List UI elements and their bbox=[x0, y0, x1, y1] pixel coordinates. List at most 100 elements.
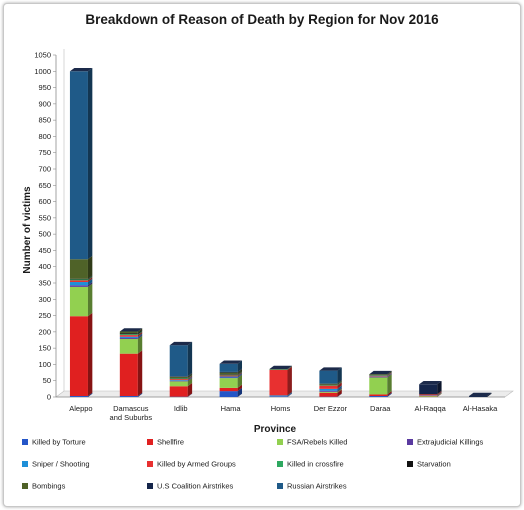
bar-segment-side bbox=[87, 277, 93, 283]
x-axis-label: Province bbox=[254, 424, 297, 435]
bar-segment bbox=[269, 395, 288, 397]
category-label: Homs bbox=[271, 404, 291, 413]
bar-segment-side bbox=[337, 387, 342, 392]
bar-segment bbox=[319, 384, 338, 386]
chart-axes: 0 50 100 150 200 250 300 350 400 450 500 550 600 650 7… bbox=[34, 49, 514, 402]
bar-segment bbox=[169, 386, 188, 397]
y-tick-label: 750 bbox=[38, 148, 51, 157]
bar-segment bbox=[319, 388, 338, 391]
y-tick-label: 500 bbox=[38, 230, 51, 239]
legend-label: Bombings bbox=[32, 481, 66, 491]
bar-segment-side bbox=[237, 360, 243, 372]
bar-segment bbox=[119, 334, 138, 336]
bar-segment-side bbox=[387, 374, 392, 395]
y-tick-label: 850 bbox=[38, 116, 51, 125]
bar-segment-side bbox=[337, 381, 342, 386]
bar-segment-side bbox=[387, 391, 392, 397]
bar-segment-side bbox=[237, 372, 243, 377]
bar-segment-side bbox=[437, 380, 442, 395]
bar-segment-side bbox=[137, 331, 143, 337]
bar-segment bbox=[319, 392, 338, 397]
bar-segment bbox=[119, 339, 138, 354]
bar-segment-side bbox=[287, 366, 292, 370]
bar-segment bbox=[69, 282, 88, 286]
bar-segment-side bbox=[287, 393, 292, 397]
bar-segment bbox=[419, 396, 438, 397]
y-tick-label: 600 bbox=[38, 197, 51, 206]
legend-label: Russian Airstrikes bbox=[287, 481, 347, 491]
y-tick-label: 100 bbox=[38, 360, 51, 369]
bar-segment-side bbox=[437, 392, 442, 396]
category-label: Daraa bbox=[370, 404, 391, 413]
category-label: Der Ezzor bbox=[314, 404, 348, 413]
bar-segment bbox=[69, 396, 88, 397]
bar-segment bbox=[69, 286, 88, 317]
legend-item: Killed by Armed Groups bbox=[147, 459, 236, 469]
y-tick-label: 200 bbox=[38, 327, 51, 336]
y-tick-label: 1050 bbox=[34, 51, 51, 60]
bar-segment bbox=[219, 376, 238, 378]
y-tick-label: 350 bbox=[38, 279, 51, 288]
legend-item: Killed in crossfire bbox=[277, 459, 344, 469]
bar-segment-side bbox=[187, 393, 193, 397]
y-axis-label: Number of victims bbox=[22, 186, 33, 274]
bar-segment bbox=[419, 394, 438, 396]
bar-segment-side bbox=[337, 380, 342, 385]
bar-segment-side bbox=[487, 392, 492, 397]
bar-segment bbox=[69, 278, 88, 280]
legend-label: Killed by Torture bbox=[32, 437, 86, 447]
bar-segment-side bbox=[87, 278, 93, 286]
y-tick-label: 800 bbox=[38, 132, 51, 141]
bar-segment bbox=[369, 375, 388, 377]
legend-item: Bombings bbox=[22, 481, 65, 491]
legend-label: Shellfire bbox=[157, 437, 185, 447]
bar-segment bbox=[169, 380, 188, 382]
chart-title: Breakdown of Reason of Death by Region f… bbox=[85, 12, 439, 27]
bar-segment-side bbox=[387, 372, 392, 376]
legend-swatch bbox=[22, 439, 28, 446]
legend-swatch bbox=[147, 439, 153, 446]
bar-segment bbox=[219, 363, 238, 372]
bar-segment-side bbox=[337, 382, 342, 389]
bar-segment-side bbox=[287, 366, 292, 370]
bar-segment-side bbox=[87, 255, 93, 279]
bar-segment bbox=[319, 391, 338, 393]
bar-segment bbox=[219, 374, 238, 375]
legend-item: Extrajudicial Killings bbox=[407, 437, 483, 447]
bar-segment bbox=[319, 385, 338, 389]
bar-segment bbox=[169, 345, 188, 377]
bar-segment-side bbox=[437, 392, 442, 397]
bar-top bbox=[369, 370, 392, 375]
bar-segment-side bbox=[287, 392, 292, 397]
bar-segment-side bbox=[437, 392, 442, 397]
bar-segment-side bbox=[187, 341, 193, 377]
bar-segment-side bbox=[87, 276, 93, 281]
y-tick-label: 650 bbox=[38, 181, 51, 190]
legend-label: Extrajudicial Killings bbox=[417, 437, 484, 447]
category-label: Idlib bbox=[174, 404, 188, 413]
bar-segment-side bbox=[137, 329, 143, 335]
bar-segment bbox=[219, 372, 238, 375]
bar-segment-side bbox=[187, 377, 193, 382]
bar-segment bbox=[69, 279, 88, 281]
bar-segment-side bbox=[187, 376, 193, 381]
bar-segment bbox=[219, 378, 238, 388]
y-tick-label: 900 bbox=[38, 99, 51, 108]
bar-segment-side bbox=[137, 330, 143, 336]
bar-segment bbox=[219, 377, 238, 379]
bar-segment-side bbox=[137, 328, 143, 334]
y-tick-label: 950 bbox=[38, 83, 51, 92]
bar-top bbox=[169, 341, 193, 346]
y-tick-label: 700 bbox=[38, 165, 51, 174]
category-label: Al-Raqqa bbox=[415, 404, 447, 413]
bar-segment-side bbox=[187, 372, 193, 377]
bar-segment bbox=[119, 396, 138, 397]
bar-segment-side bbox=[87, 275, 93, 280]
bar-segment bbox=[319, 390, 338, 392]
bar-top bbox=[69, 67, 93, 72]
legend-label: Sniper / Shooting bbox=[32, 459, 90, 469]
bar-segment bbox=[419, 384, 438, 395]
bar-segment bbox=[169, 381, 188, 387]
category-label: Damascus bbox=[113, 404, 149, 413]
bar-segment bbox=[369, 376, 388, 378]
